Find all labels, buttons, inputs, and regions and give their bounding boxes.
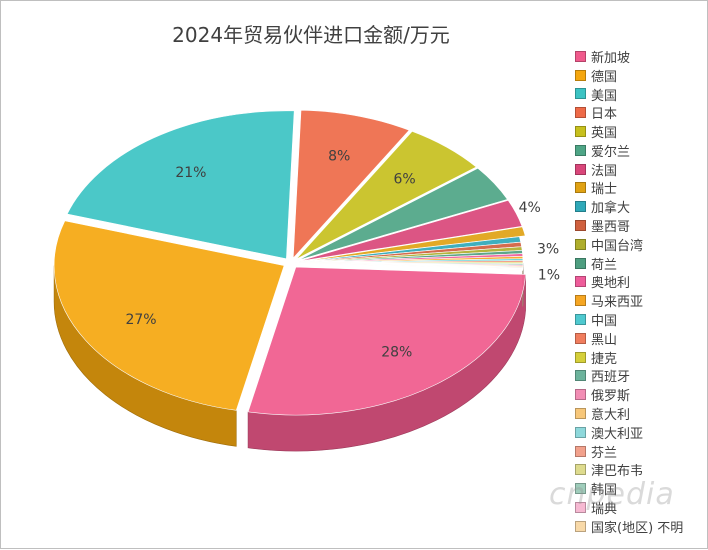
legend-label: 芬兰 bbox=[591, 442, 617, 461]
pie-slice-0 bbox=[248, 267, 526, 415]
legend-swatch bbox=[575, 201, 586, 212]
legend-item-2[interactable]: 美国 bbox=[575, 85, 707, 104]
pie-label-6: 3% bbox=[537, 241, 559, 257]
legend-swatch bbox=[575, 521, 586, 532]
legend-label: 国家(地区) 不明 bbox=[591, 517, 683, 536]
legend-item-12[interactable]: 奥地利 bbox=[575, 273, 707, 292]
legend-item-3[interactable]: 日本 bbox=[575, 103, 707, 122]
legend-swatch bbox=[575, 51, 586, 62]
legend-label: 日本 bbox=[591, 103, 617, 122]
legend-item-13[interactable]: 马来西亚 bbox=[575, 291, 707, 310]
legend-label: 美国 bbox=[591, 85, 617, 104]
legend-label: 爱尔兰 bbox=[591, 141, 630, 160]
legend-item-16[interactable]: 捷克 bbox=[575, 348, 707, 367]
legend: 新加坡德国美国日本英国爱尔兰法国瑞士加拿大墨西哥中国台湾荷兰奥地利马来西亚中国黑… bbox=[575, 47, 707, 536]
legend-label: 中国 bbox=[591, 310, 617, 329]
legend-swatch bbox=[575, 352, 586, 363]
legend-label: 奥地利 bbox=[591, 272, 630, 291]
legend-label: 墨西哥 bbox=[591, 216, 630, 235]
legend-item-21[interactable]: 芬兰 bbox=[575, 442, 707, 461]
legend-swatch bbox=[575, 70, 586, 81]
legend-label: 新加坡 bbox=[591, 47, 630, 66]
legend-item-11[interactable]: 荷兰 bbox=[575, 254, 707, 273]
legend-item-5[interactable]: 爱尔兰 bbox=[575, 141, 707, 160]
legend-swatch bbox=[575, 88, 586, 99]
legend-label: 黑山 bbox=[591, 329, 617, 348]
legend-item-4[interactable]: 英国 bbox=[575, 122, 707, 141]
legend-swatch bbox=[575, 220, 586, 231]
legend-label: 英国 bbox=[591, 122, 617, 141]
legend-item-7[interactable]: 瑞士 bbox=[575, 179, 707, 198]
legend-label: 荷兰 bbox=[591, 254, 617, 273]
legend-swatch bbox=[575, 408, 586, 419]
legend-swatch bbox=[575, 464, 586, 475]
legend-swatch bbox=[575, 239, 586, 250]
pie-label-1: 27% bbox=[125, 312, 156, 328]
pie-label-3: 8% bbox=[328, 149, 350, 165]
legend-item-14[interactable]: 中国 bbox=[575, 310, 707, 329]
legend-item-9[interactable]: 墨西哥 bbox=[575, 216, 707, 235]
pie-label-0: 28% bbox=[381, 345, 412, 361]
legend-item-15[interactable]: 黑山 bbox=[575, 329, 707, 348]
legend-swatch bbox=[575, 370, 586, 381]
legend-item-8[interactable]: 加拿大 bbox=[575, 197, 707, 216]
legend-label: 加拿大 bbox=[591, 197, 630, 216]
legend-label: 意大利 bbox=[591, 404, 630, 423]
legend-swatch bbox=[575, 145, 586, 156]
legend-label: 法国 bbox=[591, 160, 617, 179]
watermark: cnpedia bbox=[549, 477, 675, 512]
pie-label-4: 6% bbox=[393, 172, 415, 188]
legend-item-19[interactable]: 意大利 bbox=[575, 404, 707, 423]
legend-item-10[interactable]: 中国台湾 bbox=[575, 235, 707, 254]
pie-label-5: 4% bbox=[519, 200, 541, 216]
legend-swatch bbox=[575, 258, 586, 269]
legend-item-1[interactable]: 德国 bbox=[575, 66, 707, 85]
legend-swatch bbox=[575, 126, 586, 137]
legend-swatch bbox=[575, 446, 586, 457]
pie-label-7: 1% bbox=[538, 268, 560, 284]
legend-label: 马来西亚 bbox=[591, 291, 643, 310]
legend-item-17[interactable]: 西班牙 bbox=[575, 367, 707, 386]
legend-swatch bbox=[575, 164, 586, 175]
legend-label: 俄罗斯 bbox=[591, 385, 630, 404]
legend-label: 德国 bbox=[591, 66, 617, 85]
legend-swatch bbox=[575, 295, 586, 306]
legend-label: 捷克 bbox=[591, 348, 617, 367]
legend-swatch bbox=[575, 182, 586, 193]
pie-label-2: 21% bbox=[175, 165, 206, 181]
legend-swatch bbox=[575, 389, 586, 400]
legend-label: 澳大利亚 bbox=[591, 423, 643, 442]
legend-item-20[interactable]: 澳大利亚 bbox=[575, 423, 707, 442]
legend-swatch bbox=[575, 314, 586, 325]
legend-swatch bbox=[575, 427, 586, 438]
legend-label: 中国台湾 bbox=[591, 235, 643, 254]
legend-item-18[interactable]: 俄罗斯 bbox=[575, 385, 707, 404]
legend-label: 瑞士 bbox=[591, 178, 617, 197]
legend-swatch bbox=[575, 276, 586, 287]
legend-item-0[interactable]: 新加坡 bbox=[575, 47, 707, 66]
pie-top-faces bbox=[54, 110, 526, 415]
legend-label: 西班牙 bbox=[591, 366, 630, 385]
legend-item-25[interactable]: 国家(地区) 不明 bbox=[575, 517, 707, 536]
legend-swatch bbox=[575, 107, 586, 118]
legend-swatch bbox=[575, 333, 586, 344]
legend-item-6[interactable]: 法国 bbox=[575, 160, 707, 179]
